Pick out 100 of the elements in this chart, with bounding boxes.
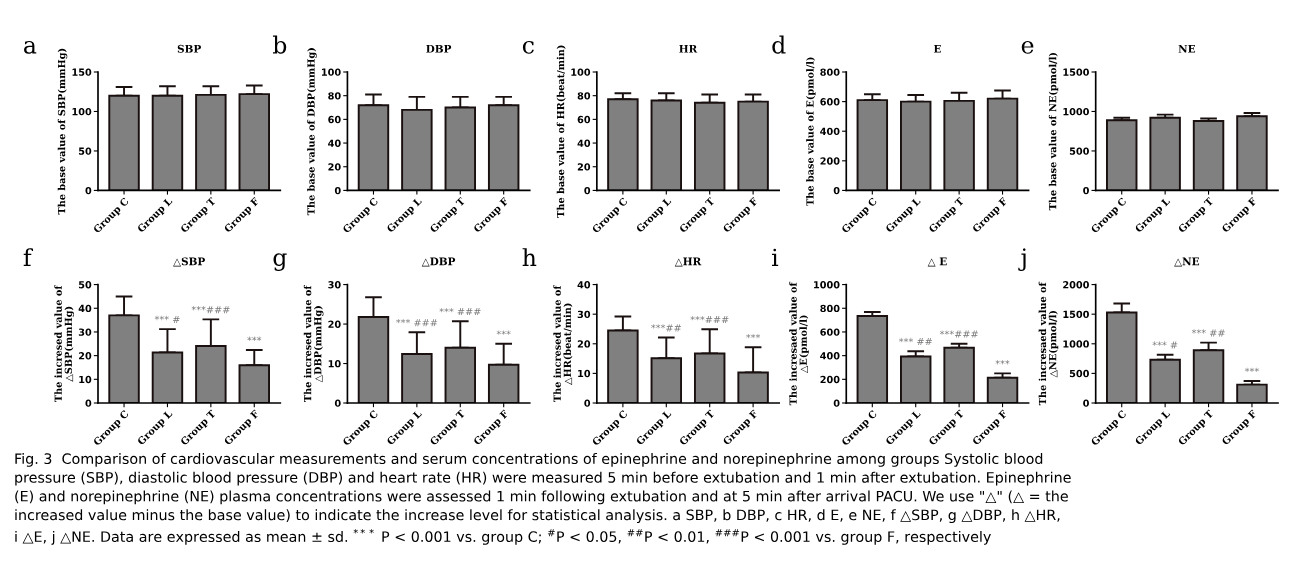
y-tick-label: 30 bbox=[78, 328, 92, 336]
y-tick-label: 200 bbox=[820, 157, 840, 165]
chart-title: △ E bbox=[927, 257, 947, 267]
annotation: *** ### bbox=[396, 318, 438, 327]
chart-title: △SBP bbox=[173, 257, 205, 267]
y-tick-label: 100 bbox=[571, 68, 591, 76]
y-tick-label: 30 bbox=[577, 310, 591, 319]
y-axis-title: The base value of E(pmol/l) bbox=[806, 57, 816, 206]
annotation: ***## bbox=[651, 324, 681, 332]
y-tick-label: 100 bbox=[72, 107, 92, 116]
y-tick-label: 0 bbox=[833, 399, 840, 407]
text: h bbox=[522, 248, 537, 267]
y-tick-label: 500 bbox=[1069, 147, 1089, 155]
y-tick-label: 500 bbox=[1069, 369, 1089, 378]
y-tick-label: 20 bbox=[577, 340, 591, 348]
y-tick-label: 1000 bbox=[814, 281, 840, 289]
y-axis-title: The incresaed value of △NE(pmol/l) bbox=[1038, 281, 1059, 406]
annotation: *** bbox=[1244, 367, 1259, 373]
y-tick-label: 20 bbox=[577, 163, 591, 171]
text: Fig. 3 Comparison of cardiovascular measurements and serum concentrations of epinephrine and norepinephrine among groups Systolic blood pressure (SBP), diastolic blood pressure (DBP) and heart rate (HR) were measured 5 min before extubation and 1 min after extubation. Epinephrine (E) and norepinephrine (NE) plasma concentrations were assessed 1 min following extubation and at 5 min after arrival PACU. We use "△" (△ = the increased value minus the base value) to indicate the increase level for statistical analysis. a SBP, b DBP, c HR, d E, e NE, f △SBP, g △DBP, h △HR, i △E, j △NE. Data are expressed as mean ± sd. $^{***}$ P < 0.001 vs. group C; $^{#}$P < 0.05, $^{##}$P < 0.01, $^{###}$P < 0.001 vs. group F, respectively bbox=[15, 453, 1071, 545]
y-tick-label: 400 bbox=[820, 127, 840, 136]
text: g bbox=[273, 253, 287, 271]
y-tick-label: 10 bbox=[328, 360, 341, 368]
y-tick-label: 20 bbox=[328, 320, 341, 328]
y-axis-title: The base value of DBP(mmHg) bbox=[307, 48, 317, 216]
y-tick-label: 1500 bbox=[1063, 68, 1089, 76]
y-tick-label: 1000 bbox=[1063, 340, 1089, 348]
chart-title: DBP bbox=[426, 44, 452, 53]
annotation: *** ## bbox=[899, 337, 932, 346]
y-tick-label: 800 bbox=[820, 304, 840, 313]
text: a bbox=[24, 40, 37, 54]
y-tick-label: 0 bbox=[584, 186, 591, 195]
y-tick-label: 1500 bbox=[1063, 310, 1089, 319]
y-tick-label: 10 bbox=[79, 375, 92, 384]
bar bbox=[943, 346, 975, 403]
bar bbox=[899, 355, 932, 403]
y-tick-label: 1000 bbox=[1063, 107, 1089, 116]
text: i bbox=[771, 248, 779, 267]
annotation: ***### bbox=[191, 305, 230, 314]
annotation: *** ## bbox=[1191, 329, 1225, 337]
annotation: *** bbox=[995, 359, 1010, 365]
y-tick-label: 40 bbox=[577, 139, 591, 147]
annotation: *** # bbox=[154, 315, 180, 323]
y-tick-label: 100 bbox=[321, 68, 341, 76]
text: b bbox=[272, 35, 287, 54]
y-tick-label: 0 bbox=[334, 399, 341, 407]
chart-title: HR bbox=[679, 44, 698, 53]
y-tick-label: 60 bbox=[328, 115, 341, 124]
y-axis-title: The incresaed value of △E(pmol/l) bbox=[789, 281, 809, 406]
y-tick-label: 0 bbox=[833, 186, 840, 195]
text: e bbox=[1021, 40, 1034, 54]
chart-title: △NE bbox=[1174, 257, 1200, 267]
text: f bbox=[23, 248, 34, 267]
chart-title: E bbox=[933, 44, 941, 53]
bar bbox=[986, 376, 1019, 403]
y-tick-label: 600 bbox=[820, 328, 840, 336]
y-tick-label: 0 bbox=[1083, 399, 1089, 407]
y-tick-label: 60 bbox=[577, 115, 591, 124]
y-tick-label: 50 bbox=[78, 281, 92, 289]
y-tick-label: 400 bbox=[820, 352, 840, 360]
y-tick-label: 150 bbox=[72, 68, 92, 76]
text: c bbox=[522, 40, 534, 54]
y-tick-label: 50 bbox=[78, 147, 92, 155]
annotation: *** bbox=[746, 333, 761, 339]
annotation: *** ### bbox=[439, 307, 481, 316]
y-tick-label: 80 bbox=[328, 92, 341, 100]
text: j bbox=[1018, 248, 1026, 271]
y-axis-title: The incresed value of △HR(beat/min) bbox=[553, 284, 573, 403]
annotation: *** bbox=[247, 336, 262, 341]
text: d bbox=[772, 35, 786, 54]
y-tick-label: 40 bbox=[328, 139, 341, 147]
y-tick-label: 0 bbox=[584, 399, 591, 407]
y-tick-label: 40 bbox=[577, 281, 591, 289]
y-tick-label: 10 bbox=[578, 369, 591, 378]
y-tick-label: 40 bbox=[78, 304, 92, 313]
annotation: ***### bbox=[939, 330, 978, 338]
bar bbox=[856, 314, 889, 403]
chart-title: △DBP bbox=[421, 257, 456, 267]
y-axis-title: The base value of HR(beat/min) bbox=[556, 45, 566, 218]
y-tick-label: 0 bbox=[334, 186, 341, 195]
bar bbox=[1149, 358, 1181, 403]
y-tick-label: 2000 bbox=[1063, 281, 1089, 289]
y-axis-title: The base value of NE(pmol/l) bbox=[1048, 52, 1059, 211]
y-tick-label: 80 bbox=[577, 92, 591, 100]
chart-title: SBP bbox=[177, 44, 201, 53]
y-tick-label: 20 bbox=[328, 163, 341, 171]
y-axis-title: The base value of SBP(mmHg) bbox=[57, 48, 68, 215]
chart-title: △HR bbox=[674, 257, 702, 267]
y-tick-label: 0 bbox=[85, 186, 92, 195]
y-axis-title: The incresed value of △DBP(mmHg) bbox=[303, 284, 324, 403]
annotation: *** # bbox=[1152, 341, 1178, 349]
y-axis-title: The incresed value of △SBP(mmHg) bbox=[54, 284, 75, 403]
annotation: ***### bbox=[690, 315, 729, 324]
y-tick-label: 20 bbox=[78, 352, 92, 360]
y-tick-label: 200 bbox=[820, 375, 840, 384]
y-tick-label: 30 bbox=[328, 281, 341, 289]
y-tick-label: 0 bbox=[1083, 186, 1089, 195]
y-tick-label: 800 bbox=[820, 68, 840, 76]
bar bbox=[1236, 383, 1268, 403]
y-tick-label: 600 bbox=[820, 98, 840, 106]
